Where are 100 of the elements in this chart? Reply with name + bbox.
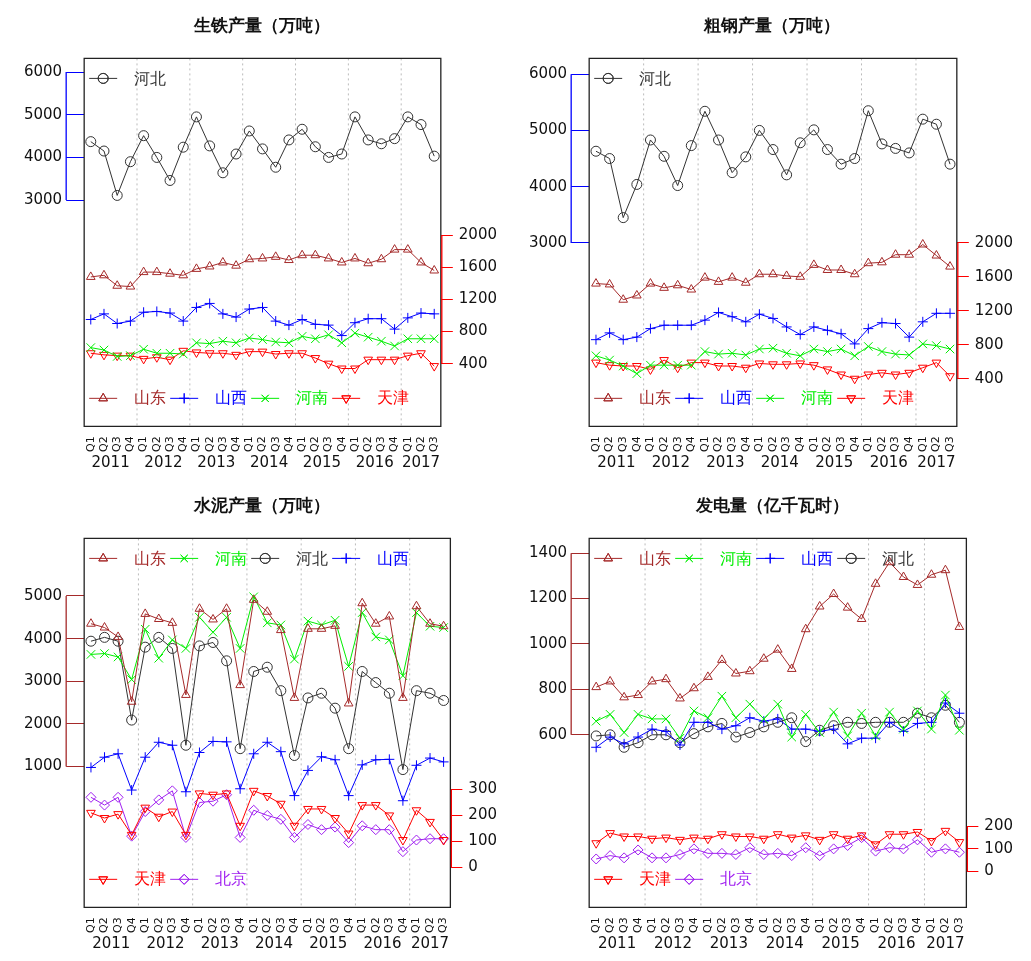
point [138, 344, 149, 354]
x-tick-label: Q2 [765, 436, 779, 453]
point [337, 338, 347, 348]
point [323, 360, 334, 370]
point [303, 616, 313, 626]
point [410, 834, 422, 846]
legend-label: 天津 [882, 388, 915, 408]
point [604, 355, 615, 365]
chart-title: 生铁产量（万吨） [192, 14, 330, 35]
point [772, 831, 783, 840]
y-tick-label: 600 [538, 724, 568, 743]
point [243, 125, 255, 137]
point [672, 364, 683, 374]
point [884, 842, 896, 854]
x-tick-label: Q2 [882, 917, 896, 934]
point [605, 675, 615, 685]
point [658, 319, 670, 331]
point [645, 278, 656, 287]
y-tick-label: 5000 [23, 104, 63, 123]
legend-label: 北京 [215, 869, 248, 889]
point [590, 145, 602, 157]
x-tick-label: Q2 [826, 917, 840, 934]
point [181, 643, 191, 654]
point [190, 301, 202, 313]
y2-tick-label: 400 [458, 353, 488, 372]
chart-title: 水泥产量（万吨） [192, 494, 330, 515]
text: 2016 [877, 934, 916, 953]
point [890, 349, 901, 359]
point [617, 334, 629, 346]
point [234, 831, 246, 843]
text: 2015 [309, 934, 348, 953]
y-tick-label: 4000 [528, 176, 568, 195]
y-tick-label: 3000 [528, 232, 568, 251]
point [262, 618, 273, 628]
point [632, 363, 642, 372]
point [754, 268, 765, 278]
point [740, 316, 752, 328]
point [758, 848, 770, 860]
point [877, 369, 887, 379]
legend-label: 河南 [215, 548, 248, 568]
x-tick-label: Q4 [124, 917, 138, 934]
point [262, 606, 273, 615]
point [221, 736, 233, 748]
point [329, 821, 341, 833]
point [700, 346, 710, 357]
point [672, 279, 683, 289]
point [112, 791, 124, 803]
legend-label: 河北 [639, 68, 672, 88]
point [376, 253, 387, 263]
x-tick-label: Q4 [228, 436, 242, 453]
x-tick-label: Q2 [96, 436, 110, 453]
point [165, 356, 175, 366]
point [781, 361, 792, 370]
point [288, 790, 300, 802]
point [244, 333, 255, 343]
point [659, 357, 669, 366]
y2-tick-label: 300 [468, 779, 498, 798]
point [316, 824, 328, 836]
point [786, 663, 797, 672]
point [370, 618, 381, 627]
point [204, 350, 215, 359]
point [343, 697, 354, 707]
point [646, 852, 658, 864]
point [828, 831, 839, 840]
point [177, 315, 189, 327]
x-tick-label: Q1 [300, 917, 314, 934]
x-tick-label: Q4 [686, 917, 700, 934]
point [740, 277, 751, 286]
x-tick-label: Q2 [929, 436, 943, 453]
point [275, 746, 287, 758]
y2-tick-label: 200 [468, 805, 498, 824]
x-tick-label: Q2 [413, 436, 427, 453]
point [270, 337, 281, 347]
x-tick-label: Q4 [738, 436, 752, 453]
text: 2012 [653, 934, 693, 953]
y2-tick-label: 0 [468, 857, 478, 876]
point [945, 373, 955, 382]
x-tick-label: Q1 [83, 436, 97, 453]
point [660, 725, 672, 737]
point [167, 617, 178, 626]
point [890, 371, 901, 381]
point [930, 307, 942, 319]
point [944, 158, 956, 170]
point [821, 324, 833, 336]
point [870, 716, 882, 728]
point [330, 615, 340, 626]
x-tick-label: Q2 [874, 436, 888, 453]
point [675, 692, 685, 702]
y2-tick-label: 2000 [458, 225, 498, 244]
point [363, 356, 374, 366]
point [731, 833, 741, 842]
point [862, 105, 874, 117]
point [193, 640, 205, 652]
point [633, 833, 643, 842]
point [781, 169, 793, 181]
point [363, 332, 373, 342]
point [758, 721, 770, 733]
point [376, 336, 387, 346]
point [204, 297, 216, 309]
point [194, 790, 205, 799]
